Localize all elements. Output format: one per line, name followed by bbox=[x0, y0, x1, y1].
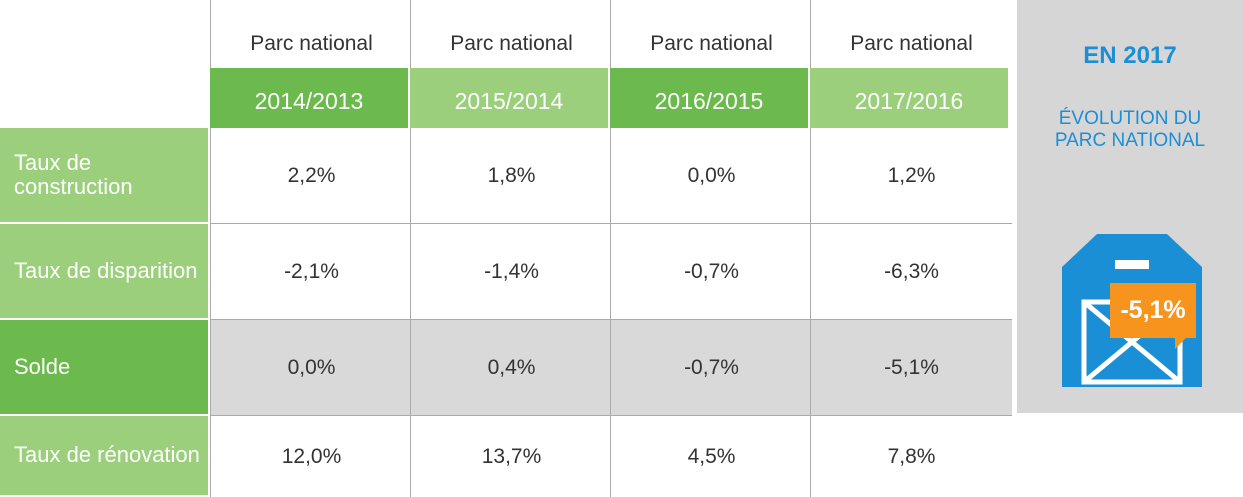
column-header: Parc national bbox=[210, 0, 412, 68]
year-header: 2014/2013 bbox=[210, 68, 408, 128]
panel-title: EN 2017 bbox=[1083, 42, 1177, 69]
value-cell: -1,4% bbox=[410, 224, 612, 320]
value-cell: 4,5% bbox=[610, 416, 812, 497]
row-label: Solde bbox=[0, 320, 208, 414]
value-cell: 1,8% bbox=[410, 128, 612, 224]
value-cell: 7,8% bbox=[810, 416, 1012, 497]
badge bbox=[1110, 283, 1196, 338]
panel-subtitle: ÉVOLUTION DU PARC NATIONAL bbox=[1054, 108, 1206, 151]
badge-tail bbox=[1175, 337, 1187, 349]
value-cell: 12,0% bbox=[210, 416, 412, 497]
value-cell: 0,4% bbox=[410, 320, 612, 416]
row-label: Taux de construction bbox=[0, 128, 208, 222]
value-cell: -5,1% bbox=[810, 320, 1012, 416]
value-cell: -0,7% bbox=[610, 224, 812, 320]
value-cell: -0,7% bbox=[610, 320, 812, 416]
badge-text: -5,1% bbox=[1120, 296, 1186, 324]
row-label: Taux de disparition bbox=[0, 224, 208, 318]
value-cell: -6,3% bbox=[810, 224, 1012, 320]
year-header: 2015/2014 bbox=[410, 68, 608, 128]
value-cell: 2,2% bbox=[210, 128, 412, 224]
row-label: Taux de rénovation bbox=[0, 416, 208, 495]
column-header: Parc national bbox=[410, 0, 612, 68]
value-cell: 0,0% bbox=[210, 320, 412, 416]
year-header: 2017/2016 bbox=[810, 68, 1008, 128]
value-cell: 13,7% bbox=[410, 416, 612, 497]
value-cell: 0,0% bbox=[610, 128, 812, 224]
column-header: Parc national bbox=[810, 0, 1012, 68]
value-cell: 1,2% bbox=[810, 128, 1012, 224]
summary-panel: EN 2017 ÉVOLUTION DU PARC NATIONAL -5,1% bbox=[1017, 0, 1243, 413]
column-header: Parc national bbox=[610, 0, 812, 68]
value-cell: -2,1% bbox=[210, 224, 412, 320]
year-header: 2016/2015 bbox=[610, 68, 808, 128]
